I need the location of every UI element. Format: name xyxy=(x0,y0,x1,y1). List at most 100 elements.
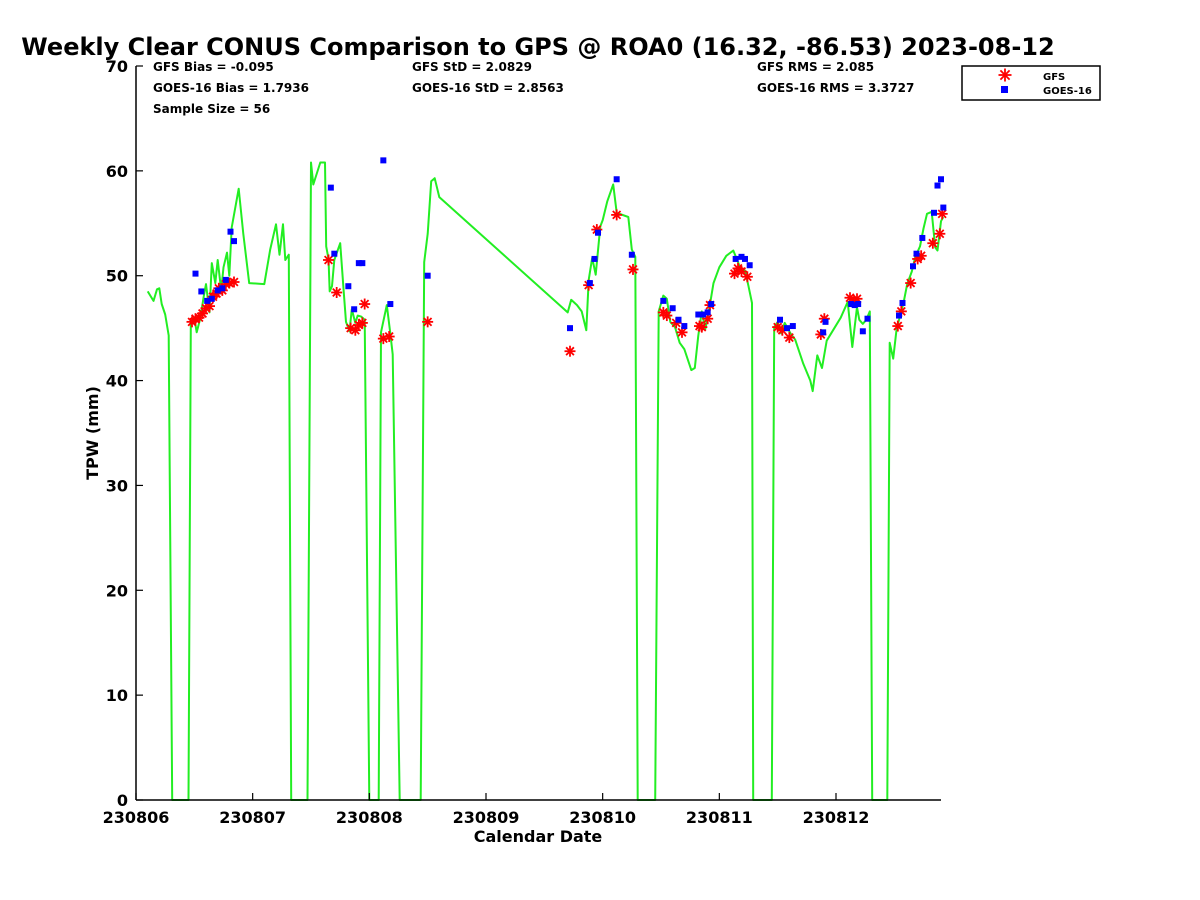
goes-point xyxy=(820,329,827,336)
goes-point xyxy=(359,260,366,267)
x-axis-label: Calendar Date xyxy=(474,827,603,846)
goes-point xyxy=(613,176,620,183)
x-tick-label: 230808 xyxy=(336,808,403,827)
gfs-point xyxy=(228,276,240,288)
y-axis-label: TPW (mm) xyxy=(83,386,102,480)
goes-marker-layer xyxy=(192,157,947,336)
goes-point xyxy=(192,270,199,277)
y-tick-label: 20 xyxy=(106,581,128,600)
goes-point xyxy=(940,204,947,211)
gfs-point xyxy=(627,263,639,275)
goes-point xyxy=(704,309,711,316)
gps-series-line xyxy=(146,161,945,801)
stat-goes-std: GOES-16 StD = 2.8563 xyxy=(412,81,564,95)
gfs-point xyxy=(676,326,688,338)
stat-gfs-bias: GFS Bias = -0.095 xyxy=(153,60,274,74)
goes-point xyxy=(380,157,387,164)
y-tick-label: 0 xyxy=(117,791,128,810)
gfs-point xyxy=(892,320,904,332)
goes-point xyxy=(859,328,866,335)
gfs-point xyxy=(661,310,673,322)
goes-point xyxy=(219,285,226,292)
legend-box xyxy=(961,65,1101,101)
legend-goes-marker xyxy=(1001,86,1008,93)
goes-point xyxy=(732,255,739,262)
goes-point xyxy=(789,323,796,330)
goes-point xyxy=(628,251,635,258)
y-tick-label: 60 xyxy=(106,162,128,181)
gfs-point xyxy=(331,286,343,298)
stat-gfs-std: GFS StD = 2.0829 xyxy=(412,60,532,74)
goes-point xyxy=(591,255,598,262)
y-tick-label: 10 xyxy=(106,686,128,705)
gfs-point xyxy=(383,331,395,343)
x-tick-label: 230806 xyxy=(103,808,170,827)
stat-goes-rms: GOES-16 RMS = 3.3727 xyxy=(757,81,914,95)
y-tick-label: 30 xyxy=(106,476,128,495)
goes-point xyxy=(899,299,906,306)
goes-point xyxy=(738,253,745,260)
gfs-point xyxy=(359,298,371,310)
axes xyxy=(135,66,941,801)
goes-point xyxy=(208,295,215,302)
chart-title: Weekly Clear CONUS Comparison to GPS @ R… xyxy=(21,33,1054,61)
goes-point xyxy=(864,315,871,322)
goes-point xyxy=(231,238,237,245)
goes-point xyxy=(938,176,944,183)
goes-point xyxy=(345,283,352,290)
gfs-point xyxy=(611,209,623,221)
goes-point xyxy=(387,301,394,308)
gfs-point xyxy=(356,317,368,329)
goes-point xyxy=(848,301,855,308)
ticks: 0 10 20 30 40 50 60 70 230806 230807 230808 230809 2… xyxy=(103,57,870,827)
goes-point xyxy=(896,312,902,319)
stat-gfs-rms: GFS RMS = 2.085 xyxy=(757,60,874,74)
goes-point xyxy=(331,250,338,257)
goes-point xyxy=(424,272,431,279)
gfs-marker-layer xyxy=(186,208,948,357)
goes-point xyxy=(675,316,682,323)
gfs-point xyxy=(564,345,576,357)
gps-line-layer xyxy=(146,161,945,801)
y-tick-label: 50 xyxy=(106,267,128,286)
goes-point xyxy=(695,311,702,318)
goes-point xyxy=(910,263,916,270)
goes-point xyxy=(586,280,593,287)
goes-point xyxy=(567,325,573,332)
goes-point xyxy=(851,302,858,309)
goes-point xyxy=(669,305,676,312)
goes-point xyxy=(822,318,829,325)
y-tick-label: 70 xyxy=(106,57,128,76)
legend-gfs-marker xyxy=(998,68,1012,82)
gfs-point xyxy=(323,254,334,266)
legend: GFS GOES-16 xyxy=(961,65,1101,101)
goes-point xyxy=(198,288,205,295)
gfs-point xyxy=(783,332,795,344)
x-tick-label: 230809 xyxy=(453,808,520,827)
stat-goes-bias: GOES-16 Bias = 1.7936 xyxy=(153,81,309,95)
goes-point xyxy=(742,255,748,262)
goes-point xyxy=(931,209,937,216)
goes-point xyxy=(327,184,334,191)
goes-point xyxy=(351,306,358,313)
goes-point xyxy=(222,276,229,283)
stat-sample-size: Sample Size = 56 xyxy=(153,102,270,116)
gfs-point xyxy=(696,321,708,333)
goes-point xyxy=(227,228,234,235)
goes-point xyxy=(204,297,211,304)
goes-point xyxy=(913,250,920,257)
gfs-point xyxy=(927,237,939,249)
goes-point xyxy=(855,301,862,308)
goes-point xyxy=(777,316,783,323)
goes-point xyxy=(595,229,601,236)
goes-point xyxy=(708,301,715,308)
goes-point xyxy=(784,325,790,332)
goes-point xyxy=(660,297,667,304)
x-tick-label: 230812 xyxy=(803,808,870,827)
legend-goes-label: GOES-16 xyxy=(1043,86,1092,97)
goes-point xyxy=(214,287,221,294)
gfs-point xyxy=(934,228,946,240)
x-tick-label: 230807 xyxy=(219,808,286,827)
y-tick-label: 40 xyxy=(106,372,128,391)
x-tick-label: 230811 xyxy=(686,808,753,827)
